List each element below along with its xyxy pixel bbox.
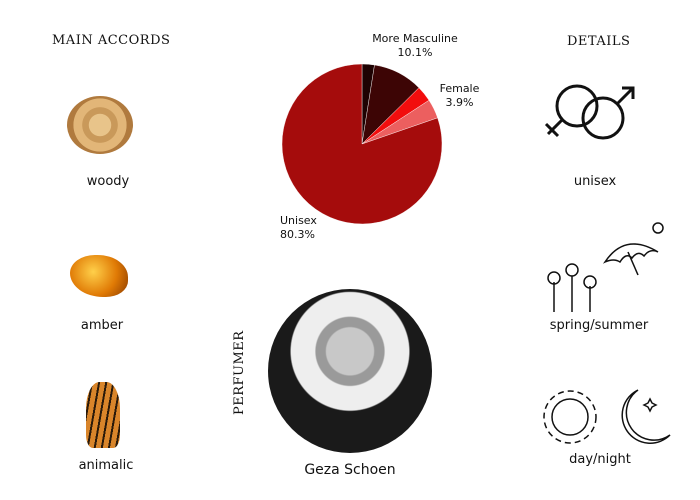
main-accords-title: MAIN ACCORDS [52,33,171,48]
pie-label-more-masculine: More Masculine 10.1% [365,32,465,60]
slice-value: 80.3% [280,228,315,241]
slice-label: More Masculine [372,32,458,45]
slice-label: Unisex [280,214,317,227]
detail-season: spring/summer [549,318,649,333]
pie-label-female: Female 3.9% [432,82,487,110]
slice-value: 10.1% [397,46,433,59]
details-title: DETAILS [567,34,631,49]
perfumer-title: PERFUMER [232,330,247,415]
wood-slice-icon [67,96,133,154]
sun-moon-icon [543,389,671,444]
pie-slice-unisex[interactable] [281,63,443,225]
flowers-umbrella-sun-icon [547,222,664,312]
gender-symbols-icon [544,84,635,140]
slice-label: Female [439,82,480,95]
tiger-icon [86,382,120,448]
pie-label-unisex: Unisex 80.3% [280,214,317,242]
gender-pie-chart [281,63,443,225]
accord-amber: amber [80,318,124,333]
accord-animalic: animalic [78,458,134,473]
detail-time: day/night [569,452,631,467]
amber-stone-icon [70,255,128,297]
detail-unisex: unisex [573,174,617,189]
perfumer-name[interactable]: Geza Schoen [304,462,396,478]
perfumer-photo[interactable] [268,289,432,453]
slice-value: 3.9% [445,96,474,109]
accord-woody: woody [86,174,130,189]
